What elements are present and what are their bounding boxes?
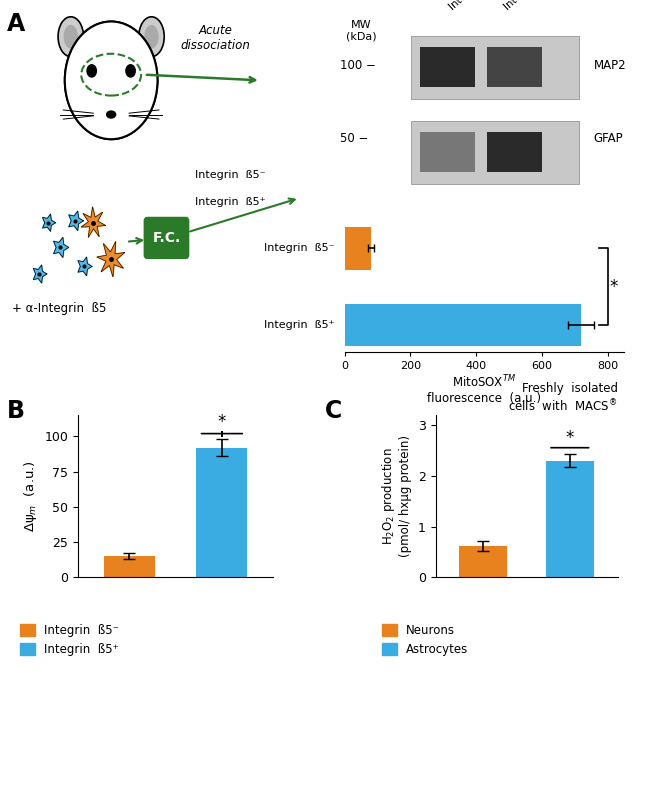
- Bar: [411, 36, 578, 99]
- Bar: [344, 304, 581, 346]
- Bar: [411, 120, 578, 184]
- Text: Acute
dissociation: Acute dissociation: [181, 24, 251, 52]
- Text: *: *: [566, 429, 574, 447]
- Ellipse shape: [139, 17, 164, 57]
- Bar: [460, 546, 507, 577]
- X-axis label: MitoSOX$^{TM}$
fluorescence  (a.u.): MitoSOX$^{TM}$ fluorescence (a.u.): [427, 374, 541, 406]
- Text: *: *: [610, 278, 618, 296]
- Y-axis label: Δψ$_m$  (a.u.): Δψ$_m$ (a.u.): [22, 460, 39, 532]
- Polygon shape: [69, 211, 83, 231]
- Circle shape: [65, 21, 157, 139]
- Ellipse shape: [106, 111, 116, 119]
- Bar: [546, 461, 593, 577]
- Text: *: *: [218, 413, 226, 431]
- Text: Integrin  ß5⁻: Integrin ß5⁻: [264, 244, 335, 253]
- Bar: [487, 47, 542, 87]
- Text: 100 −: 100 −: [341, 59, 376, 72]
- Text: Freshly  isolated
cells  with  MACS$^{®}$: Freshly isolated cells with MACS$^{®}$: [508, 382, 618, 414]
- Polygon shape: [81, 206, 105, 237]
- Text: Integrin  ß5⁺: Integrin ß5⁺: [195, 197, 265, 207]
- Polygon shape: [42, 214, 55, 232]
- Polygon shape: [53, 237, 69, 258]
- Bar: [196, 448, 248, 577]
- Circle shape: [125, 64, 136, 78]
- Ellipse shape: [144, 25, 159, 48]
- FancyBboxPatch shape: [145, 218, 188, 258]
- Text: Integrin  ß5⁻: Integrin ß5⁻: [447, 0, 503, 12]
- Text: A: A: [6, 12, 25, 36]
- Polygon shape: [33, 265, 47, 283]
- Text: C: C: [325, 399, 343, 423]
- Text: F.C.: F.C.: [152, 231, 181, 245]
- Bar: [344, 227, 370, 270]
- Bar: [487, 132, 542, 172]
- Circle shape: [86, 64, 97, 78]
- Bar: [103, 556, 155, 577]
- Text: B: B: [6, 399, 25, 423]
- Y-axis label: H$_2$O$_2$ production
(pmol/ hxμg protein): H$_2$O$_2$ production (pmol/ hxμg protei…: [380, 435, 412, 558]
- Text: + α-Integrin  ß5: + α-Integrin ß5: [12, 301, 107, 315]
- Bar: [420, 132, 474, 172]
- Polygon shape: [97, 241, 125, 277]
- Text: GFAP: GFAP: [594, 132, 623, 145]
- Circle shape: [65, 21, 157, 139]
- Ellipse shape: [58, 17, 83, 57]
- Text: Integrin  ß5⁺: Integrin ß5⁺: [264, 320, 335, 330]
- Polygon shape: [78, 257, 92, 276]
- Text: 50 −: 50 −: [341, 132, 369, 145]
- Bar: [420, 47, 474, 87]
- Text: MAP2: MAP2: [594, 59, 627, 72]
- Text: Integrin  ß5⁺: Integrin ß5⁺: [502, 0, 558, 12]
- Legend: Integrin  ß5⁻, Integrin  ß5⁺: Integrin ß5⁻, Integrin ß5⁺: [16, 619, 124, 660]
- Text: MW
(kDa): MW (kDa): [346, 20, 377, 41]
- Ellipse shape: [64, 25, 78, 48]
- Legend: Neurons, Astrocytes: Neurons, Astrocytes: [378, 619, 473, 660]
- Text: Integrin  ß5⁻: Integrin ß5⁻: [195, 170, 265, 180]
